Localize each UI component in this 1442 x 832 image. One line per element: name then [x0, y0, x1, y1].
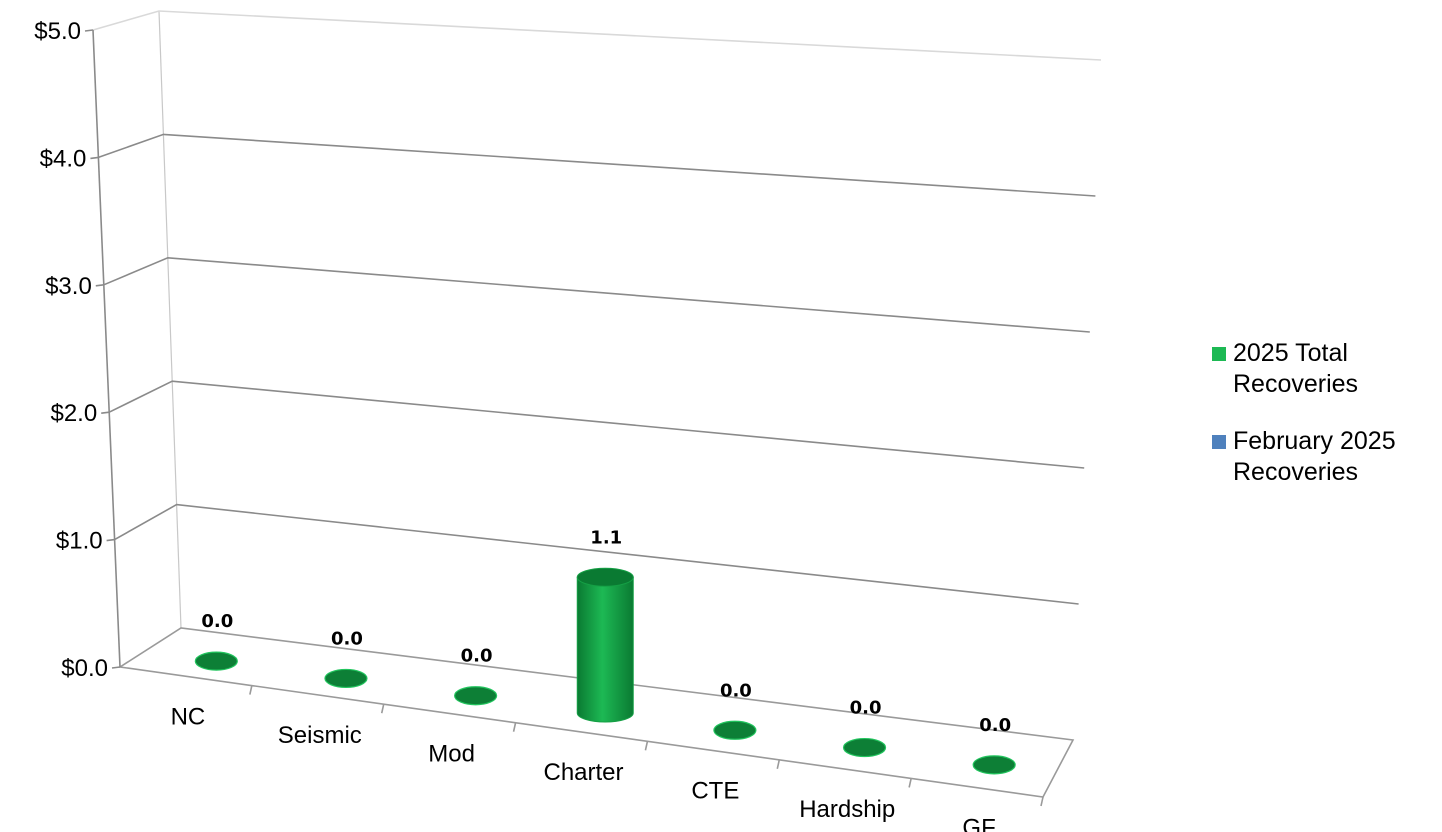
legend-swatch-green — [1212, 347, 1226, 361]
y-tick-label: $1.0 — [56, 528, 103, 555]
x-tick-mark — [380, 703, 385, 714]
bar-top — [576, 567, 634, 587]
bar-hardship — [842, 737, 887, 758]
legend-swatch-blue — [1212, 435, 1226, 449]
bar-gf — [972, 755, 1016, 775]
data-label: 0.0 — [979, 715, 1011, 736]
category-label: NC — [171, 703, 206, 730]
x-tick-mark — [512, 722, 517, 732]
y-tick-mark — [90, 156, 99, 160]
bar-top — [324, 668, 368, 689]
x-tick-mark — [776, 759, 781, 770]
legend-label-february-2025: February 2025 Recoveries — [1233, 427, 1396, 486]
chart-floor — [117, 627, 1075, 798]
bar-top — [713, 720, 757, 740]
category-label: Hardship — [799, 796, 895, 823]
data-label: 0.0 — [201, 611, 233, 632]
legend: 2025 Total Recoveries February 2025 Reco… — [1212, 338, 1437, 514]
y-tick-mark — [95, 284, 104, 287]
category-label: CTE — [691, 778, 739, 805]
y-tick-label: $2.0 — [50, 400, 97, 427]
x-tick-mark — [249, 685, 253, 695]
category-label: Mod — [428, 740, 475, 767]
bar-cte — [713, 720, 757, 740]
bar-series-2025-total-recoveries — [194, 567, 1016, 775]
bar-top — [972, 755, 1016, 775]
legend-item-february-2025: February 2025 Recoveries — [1212, 426, 1437, 488]
y-tick-label: $0.0 — [61, 655, 108, 682]
y-tick-label: $4.0 — [40, 145, 87, 172]
category-label: Charter — [543, 759, 623, 786]
y-tick-mark — [84, 29, 94, 32]
x-tick-mark — [644, 741, 649, 751]
data-label: 0.0 — [720, 680, 752, 701]
category-label: Seismic — [278, 722, 362, 749]
x-tick-mark — [1040, 796, 1044, 807]
category-label: GF — [962, 815, 995, 832]
x-axis-category-labels: NC Seismic Mod Charter CTE Hardship GF — [171, 703, 996, 832]
bar-top — [454, 686, 498, 706]
bar-top — [842, 737, 887, 758]
y-tick-mark — [101, 411, 110, 414]
data-labels: 0.0 0.0 0.0 1.1 0.0 0.0 0.0 — [201, 527, 1011, 736]
gridline — [98, 133, 1096, 197]
x-tick-mark — [908, 778, 912, 788]
data-label: 0.0 — [331, 628, 363, 649]
data-label: 1.1 — [590, 527, 622, 548]
gridline — [114, 503, 1079, 605]
bar-top — [194, 651, 238, 671]
back-wall-edge — [158, 10, 182, 629]
legend-item-2025-total: 2025 Total Recoveries — [1212, 338, 1437, 400]
gridline — [103, 256, 1090, 333]
y-tick-mark — [111, 666, 121, 669]
y-axis-line — [92, 29, 121, 668]
bar-mod — [454, 686, 498, 706]
data-label: 0.0 — [461, 646, 493, 667]
gridline — [92, 10, 1102, 61]
y-axis-tick-labels: $0.0 $1.0 $2.0 $3.0 $4.0 $5.0 — [34, 18, 108, 682]
y-tick-mark — [106, 538, 115, 542]
y-tick-label: $5.0 — [34, 18, 81, 45]
axes — [84, 29, 1044, 807]
gridlines — [92, 10, 1102, 605]
bar-body — [576, 576, 634, 723]
chart-walls — [117, 10, 1075, 798]
legend-label-2025-total: 2025 Total Recoveries — [1233, 339, 1359, 398]
bar-nc — [194, 651, 238, 671]
bar-charter — [576, 567, 634, 723]
y-tick-label: $3.0 — [45, 273, 92, 300]
data-label: 0.0 — [850, 698, 882, 719]
bar-seismic — [324, 668, 368, 689]
gridline — [108, 380, 1085, 469]
